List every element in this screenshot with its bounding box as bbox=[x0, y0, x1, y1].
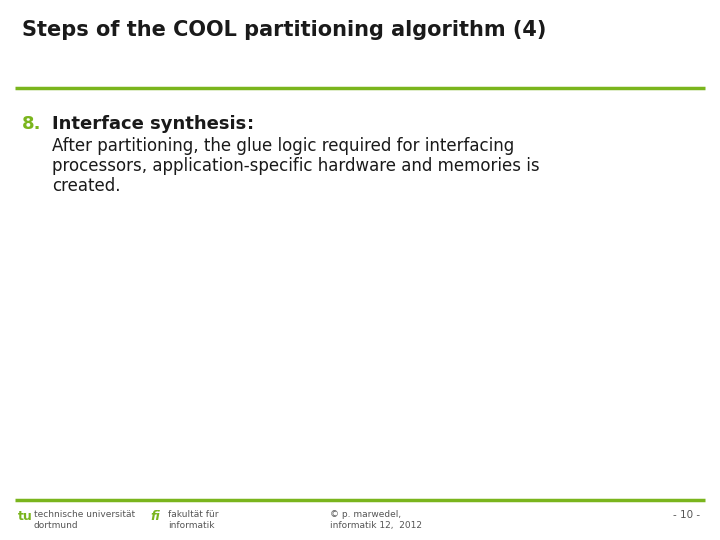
Text: fakultät für
informatik: fakultät für informatik bbox=[168, 510, 218, 530]
Text: tu: tu bbox=[18, 510, 32, 523]
Text: :: : bbox=[247, 115, 254, 133]
Text: technische universität
dortmund: technische universität dortmund bbox=[34, 510, 135, 530]
Text: processors, application-specific hardware and memories is: processors, application-specific hardwar… bbox=[52, 157, 539, 175]
Text: Steps of the COOL partitioning algorithm (4): Steps of the COOL partitioning algorithm… bbox=[22, 20, 546, 40]
Text: - 10 -: - 10 - bbox=[673, 510, 700, 520]
Text: fi: fi bbox=[150, 510, 160, 523]
Text: 8.: 8. bbox=[22, 115, 42, 133]
Text: created.: created. bbox=[52, 177, 120, 195]
Text: © p. marwedel,
informatik 12,  2012: © p. marwedel, informatik 12, 2012 bbox=[330, 510, 422, 530]
Text: Interface synthesis: Interface synthesis bbox=[52, 115, 246, 133]
Text: After partitioning, the glue logic required for interfacing: After partitioning, the glue logic requi… bbox=[52, 137, 514, 155]
